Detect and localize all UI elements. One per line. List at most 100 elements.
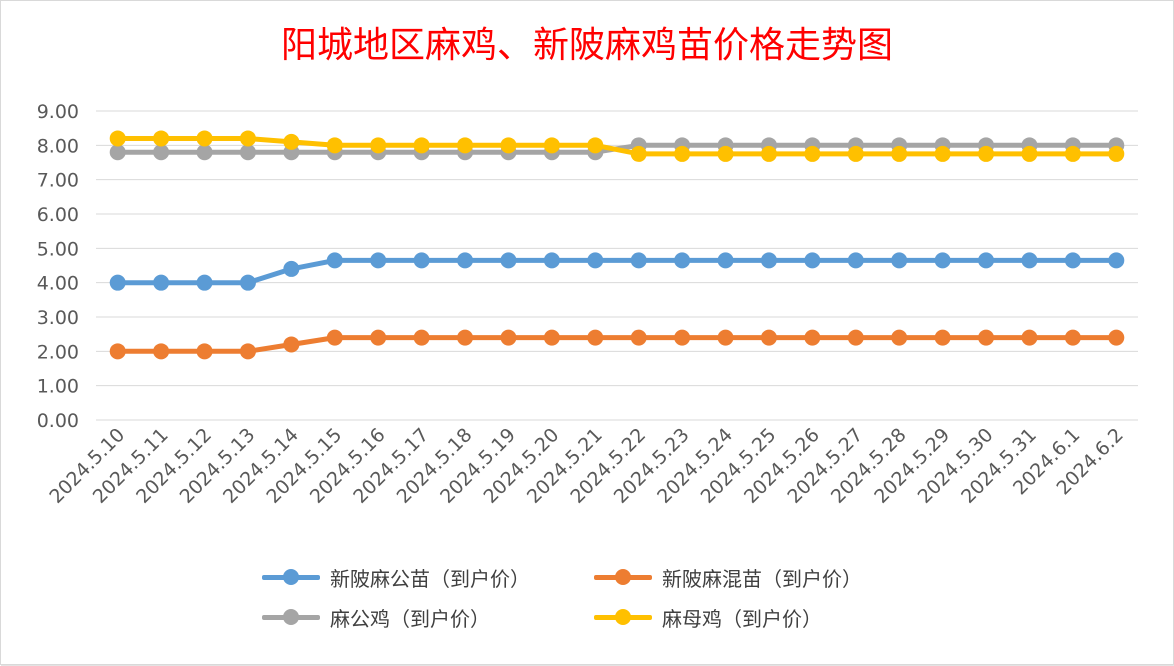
data-point	[717, 329, 734, 346]
series-line-1	[115, 335, 1119, 354]
data-point	[1064, 252, 1081, 269]
y-tick-label: 8.00	[37, 135, 79, 157]
data-point	[196, 343, 213, 360]
data-point	[760, 252, 777, 269]
data-point	[239, 130, 256, 147]
y-tick-label: 4.00	[37, 273, 79, 295]
data-point	[457, 252, 474, 269]
data-point	[891, 145, 908, 162]
data-point	[1108, 252, 1125, 269]
data-point	[239, 274, 256, 291]
legend-swatch	[262, 569, 320, 585]
data-point	[239, 144, 256, 161]
legend-swatch	[262, 609, 320, 625]
data-point	[630, 252, 647, 269]
data-point	[109, 343, 126, 360]
data-point	[1108, 329, 1125, 346]
data-point	[1021, 145, 1038, 162]
y-tick-label: 3.00	[37, 307, 79, 329]
data-point	[500, 137, 517, 154]
data-point	[1021, 252, 1038, 269]
data-point	[153, 343, 170, 360]
data-point	[153, 144, 170, 161]
data-point	[153, 130, 170, 147]
data-point	[326, 329, 343, 346]
data-point	[760, 145, 777, 162]
chart-legend: 新陂麻公苗（到户价） 新陂麻混苗（到户价） 麻公鸡（到户价） 麻母鸡（到户价）	[262, 563, 962, 631]
data-point	[109, 130, 126, 147]
data-point	[457, 137, 474, 154]
data-point	[847, 329, 864, 346]
y-tick-label: 1.00	[37, 376, 79, 398]
legend-item-series-0[interactable]: 新陂麻公苗（到户价）	[262, 563, 594, 591]
data-point	[239, 343, 256, 360]
data-point	[413, 137, 430, 154]
data-point	[109, 144, 126, 161]
data-point	[1064, 145, 1081, 162]
data-point	[760, 329, 777, 346]
data-point	[934, 329, 951, 346]
data-point	[283, 260, 300, 277]
y-tick-label: 7.00	[37, 170, 79, 192]
data-point	[196, 130, 213, 147]
chart-title: 阳城地区麻鸡、新陂麻鸡苗价格走势图	[280, 25, 893, 66]
data-point	[674, 252, 691, 269]
data-point	[630, 145, 647, 162]
data-point	[587, 252, 604, 269]
data-point	[891, 252, 908, 269]
data-point	[804, 252, 821, 269]
data-point	[717, 145, 734, 162]
data-point	[326, 252, 343, 269]
legend-item-series-1[interactable]: 新陂麻混苗（到户价）	[594, 563, 924, 591]
series-line-0	[115, 257, 1119, 286]
data-point	[587, 137, 604, 154]
legend-label: 新陂麻公苗（到户价）	[330, 566, 530, 591]
data-point	[196, 144, 213, 161]
y-tick-label: 0.00	[37, 410, 79, 432]
data-point	[1064, 329, 1081, 346]
data-point	[326, 137, 343, 154]
legend-swatch	[594, 569, 652, 585]
legend-swatch	[594, 609, 652, 625]
data-point	[934, 252, 951, 269]
data-point	[717, 252, 734, 269]
data-point	[934, 145, 951, 162]
data-point	[804, 145, 821, 162]
data-point	[847, 145, 864, 162]
legend-item-series-3[interactable]: 麻母鸡（到户价）	[594, 603, 924, 631]
legend-label: 麻公鸡（到户价）	[330, 606, 490, 631]
y-tick-label: 9.00	[37, 101, 79, 123]
data-point	[978, 329, 995, 346]
data-point	[370, 252, 387, 269]
data-point	[543, 137, 560, 154]
data-point	[630, 329, 647, 346]
data-point	[543, 329, 560, 346]
data-point	[283, 336, 300, 353]
y-tick-label: 2.00	[37, 341, 79, 363]
data-point	[370, 137, 387, 154]
y-tick-label: 6.00	[37, 204, 79, 226]
data-point	[674, 329, 691, 346]
data-point	[413, 252, 430, 269]
legend-label: 新陂麻混苗（到户价）	[662, 566, 862, 591]
data-point	[1021, 329, 1038, 346]
data-point	[587, 329, 604, 346]
data-point	[153, 274, 170, 291]
data-point	[543, 252, 560, 269]
data-point	[500, 252, 517, 269]
data-point	[978, 252, 995, 269]
legend-label: 麻母鸡（到户价）	[662, 606, 822, 631]
y-tick-label: 5.00	[37, 238, 79, 260]
data-point	[891, 329, 908, 346]
data-point	[370, 329, 387, 346]
data-point	[1108, 145, 1125, 162]
data-point	[109, 274, 126, 291]
data-point	[283, 133, 300, 150]
data-point	[500, 329, 517, 346]
data-point	[804, 329, 821, 346]
data-point	[978, 145, 995, 162]
data-point	[196, 274, 213, 291]
data-point	[847, 252, 864, 269]
legend-item-series-2[interactable]: 麻公鸡（到户价）	[262, 603, 594, 631]
